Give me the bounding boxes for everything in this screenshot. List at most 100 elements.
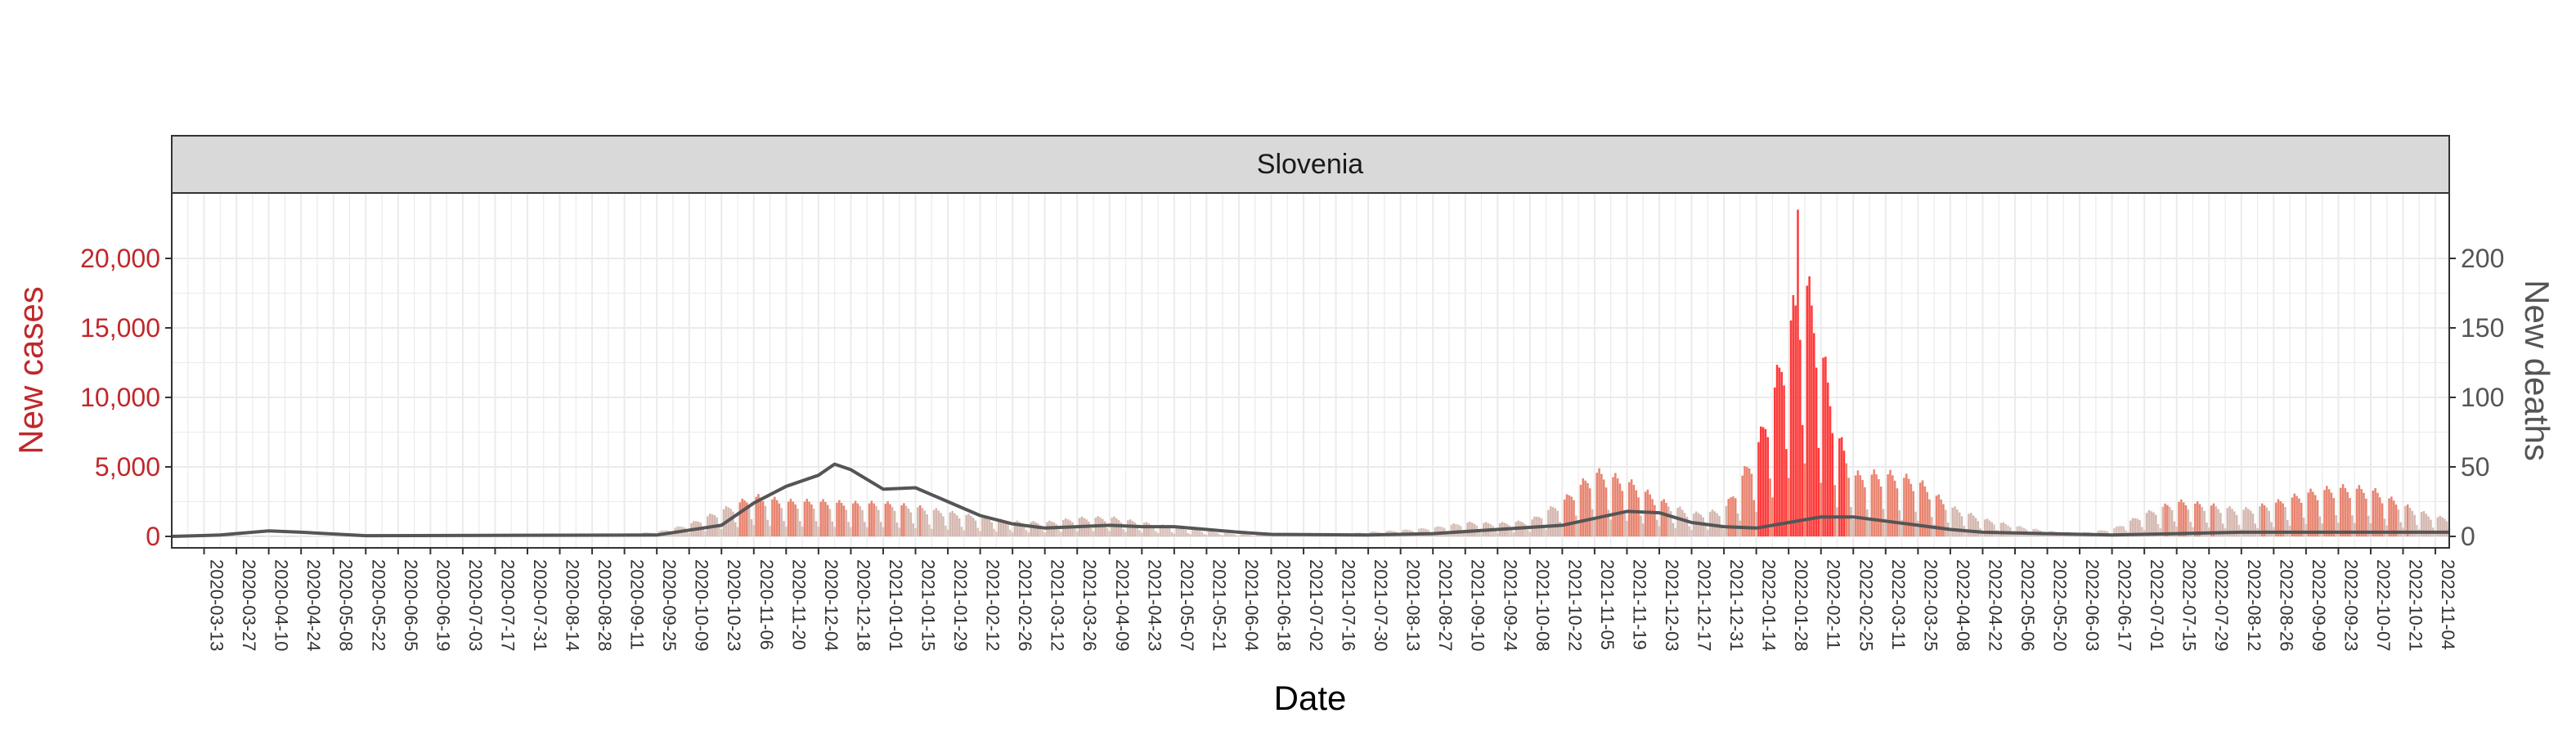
case-bar xyxy=(1806,285,1809,536)
case-bar xyxy=(2164,504,2166,536)
case-bar xyxy=(914,528,917,536)
case-bar xyxy=(1228,533,1231,536)
left-axis-tick-label: 5,000 xyxy=(95,452,160,482)
case-bar xyxy=(1032,521,1034,536)
case-bar xyxy=(1106,528,1109,536)
case-bar xyxy=(1093,531,1095,536)
case-bar xyxy=(1663,499,1665,536)
case-bar xyxy=(1090,528,1093,536)
case-bar xyxy=(743,500,746,536)
case-bar xyxy=(1118,520,1120,536)
case-bar xyxy=(1645,491,1647,536)
case-bar xyxy=(1993,524,1995,536)
case-bar xyxy=(1857,470,1860,536)
case-bar xyxy=(852,504,855,536)
x-axis-tick-label: 2022-04-08 xyxy=(1953,559,1973,652)
case-bar xyxy=(2374,488,2376,536)
case-bar xyxy=(1737,514,1739,536)
x-axis-tick-label: 2022-05-06 xyxy=(2017,559,2038,652)
case-bar xyxy=(2183,502,2185,536)
x-axis-tick-label: 2022-02-11 xyxy=(1824,559,1844,650)
case-bar xyxy=(2291,497,2294,536)
case-bar xyxy=(2287,520,2289,536)
case-bar xyxy=(1043,532,1046,536)
case-bar xyxy=(776,500,779,536)
case-bar xyxy=(976,528,979,536)
case-bar xyxy=(1688,526,1690,536)
case-bar xyxy=(1612,477,1614,536)
case-bar xyxy=(779,504,781,536)
case-bar xyxy=(799,521,801,536)
case-bar xyxy=(1637,497,1640,536)
case-bar xyxy=(2222,523,2224,536)
case-bar xyxy=(797,509,799,536)
x-axis-tick-label: 2020-08-28 xyxy=(595,559,615,652)
case-bar xyxy=(1529,532,1532,536)
case-bar xyxy=(1875,474,1878,536)
case-bar xyxy=(1896,488,1899,536)
case-bar xyxy=(1171,532,1174,536)
case-bar xyxy=(1990,522,1993,536)
case-bar xyxy=(924,510,927,536)
case-bar xyxy=(2331,493,2333,536)
case-bar xyxy=(1004,522,1007,536)
case-bar xyxy=(1762,427,1765,536)
case-bar xyxy=(688,533,690,536)
case-bar xyxy=(912,523,914,536)
case-bar xyxy=(1564,500,1566,536)
case-bar xyxy=(824,502,827,536)
case-bar xyxy=(2178,502,2180,536)
case-bar xyxy=(753,525,756,536)
case-bar xyxy=(1555,509,1557,536)
case-bar xyxy=(1480,532,1483,536)
case-bar xyxy=(2296,496,2298,536)
case-bar xyxy=(815,521,818,536)
case-bar xyxy=(1757,442,1760,536)
x-axis-tick-label: 2021-07-02 xyxy=(1306,559,1326,652)
case-bar xyxy=(877,510,880,536)
case-bar xyxy=(859,506,861,536)
case-bar xyxy=(720,529,723,536)
case-bar xyxy=(765,506,767,536)
case-bar xyxy=(1866,509,1869,536)
case-bar xyxy=(2270,522,2273,536)
case-bar xyxy=(1122,529,1124,536)
case-bar xyxy=(908,509,910,536)
case-bar xyxy=(866,527,868,536)
x-axis-tick-label: 2021-08-13 xyxy=(1403,559,1424,652)
case-bar xyxy=(1908,479,1910,536)
case-bar xyxy=(2293,494,2296,536)
case-bar xyxy=(847,522,850,536)
case-bar xyxy=(1609,519,1612,536)
case-bar xyxy=(1138,530,1141,536)
case-bar xyxy=(1841,437,1843,536)
case-bar xyxy=(832,522,834,536)
case-bar xyxy=(1185,530,1187,536)
case-bar xyxy=(792,502,795,537)
case-bar xyxy=(1598,469,1600,536)
right-axis-tick-label: 200 xyxy=(2461,244,2504,273)
case-bar xyxy=(1009,530,1012,536)
case-bar xyxy=(1547,510,1550,536)
case-bar xyxy=(1811,306,1813,536)
case-bar xyxy=(970,516,972,536)
case-bar xyxy=(886,501,889,536)
case-bar xyxy=(850,527,852,536)
case-bar xyxy=(1053,522,1056,536)
x-axis-tick-label: 2022-07-29 xyxy=(2211,559,2232,652)
x-axis-tick-label: 2021-10-22 xyxy=(1564,559,1585,652)
case-bar xyxy=(1824,357,1827,536)
case-bar xyxy=(940,513,942,536)
case-bar xyxy=(1975,518,1977,536)
case-bar xyxy=(998,520,1000,536)
case-bar xyxy=(2321,523,2323,536)
case-bar xyxy=(1832,433,1834,536)
case-bar xyxy=(1945,509,1947,536)
case-bar xyxy=(873,504,875,536)
case-bar xyxy=(990,522,993,536)
case-bar xyxy=(1025,530,1028,536)
case-bar xyxy=(1642,523,1645,536)
case-bar xyxy=(1850,507,1852,536)
case-bar xyxy=(961,527,963,536)
case-bar xyxy=(1880,487,1883,536)
